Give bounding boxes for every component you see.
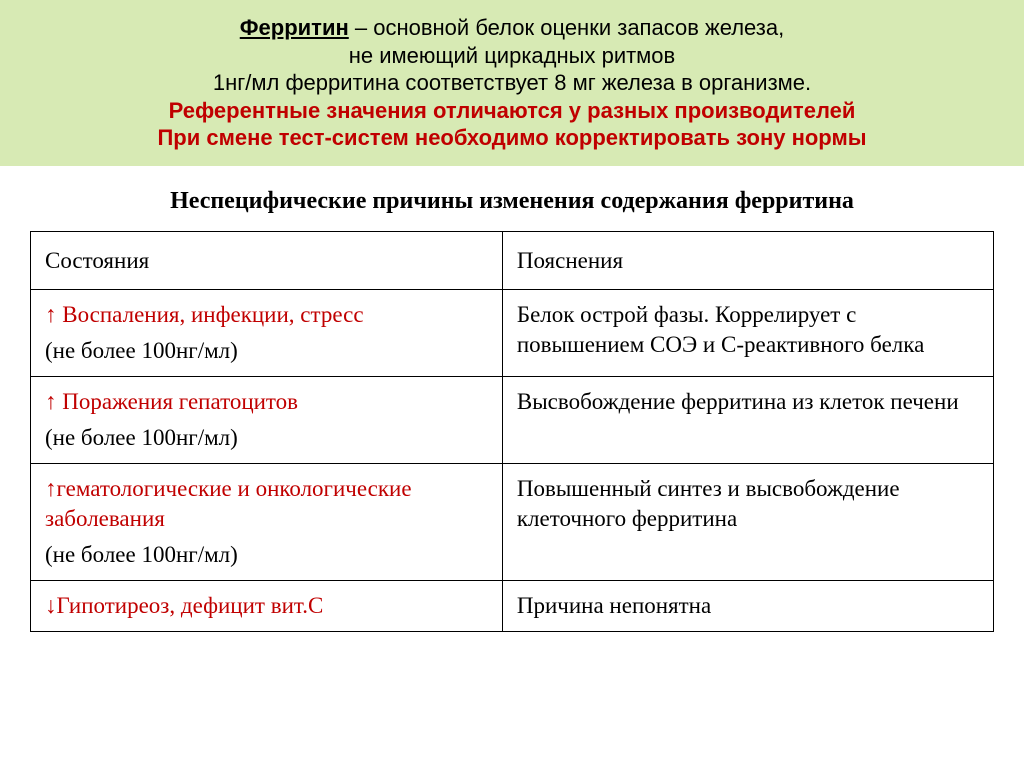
section-subheading: Неспецифические причины изменения содерж… [0,188,1024,215]
header-banner: Ферритин – основной белок оценки запасов… [0,0,1024,166]
state-sub: (не более 100нг/мл) [45,336,488,366]
state-main: ↓Гипотиреоз, дефицит вит.С [45,591,488,621]
cell-explain: Причина непонятна [502,580,993,631]
table-wrapper: Состояния Пояснения ↑ Воспаления, инфекц… [0,231,1024,632]
table-row: ↑ Поражения гепатоцитов (не более 100нг/м… [31,377,994,464]
state-sub: (не более 100нг/мл) [45,540,488,570]
table-row: ↑ Воспаления, инфекции, стресс (не более … [31,290,994,377]
cell-state: ↑ Воспаления, инфекции, стресс (не более … [31,290,503,377]
col-header-explain: Пояснения [502,231,993,290]
table-row: ↓Гипотиреоз, дефицит вит.С Причина непоня… [31,580,994,631]
page: Ферритин – основной белок оценки запасов… [0,0,1024,767]
cell-state: ↓Гипотиреоз, дефицит вит.С [31,580,503,631]
banner-line-5: При смене тест-систем необходимо коррект… [40,124,984,152]
banner-line-1: Ферритин – основной белок оценки запасов… [40,14,984,42]
banner-line-3: 1нг/мл ферритина соответствует 8 мг желе… [40,69,984,97]
banner-line1-rest: – основной белок оценки запасов железа, [349,15,784,40]
state-main: ↑ Воспаления, инфекции, стресс [45,300,488,330]
cell-state: ↑гематологические и онкологические забол… [31,463,503,580]
cell-state: ↑ Поражения гепатоцитов (не более 100нг/м… [31,377,503,464]
banner-line-4: Референтные значения отличаются у разных… [40,97,984,125]
cell-explain: Белок острой фазы. Коррелирует с повышен… [502,290,993,377]
cell-explain: Повышенный синтез и высвобождение клеточ… [502,463,993,580]
banner-title: Ферритин [240,15,349,40]
table-row: ↑гематологические и онкологические забол… [31,463,994,580]
state-sub: (не более 100нг/мл) [45,423,488,453]
cell-explain: Высвобождение ферритина из клеток печени [502,377,993,464]
table-header-row: Состояния Пояснения [31,231,994,290]
banner-line-2: не имеющий циркадных ритмов [40,42,984,70]
state-main: ↑ Поражения гепатоцитов [45,387,488,417]
col-header-state: Состояния [31,231,503,290]
ferritin-causes-table: Состояния Пояснения ↑ Воспаления, инфекц… [30,231,994,632]
state-main: ↑гематологические и онкологические забол… [45,474,488,534]
